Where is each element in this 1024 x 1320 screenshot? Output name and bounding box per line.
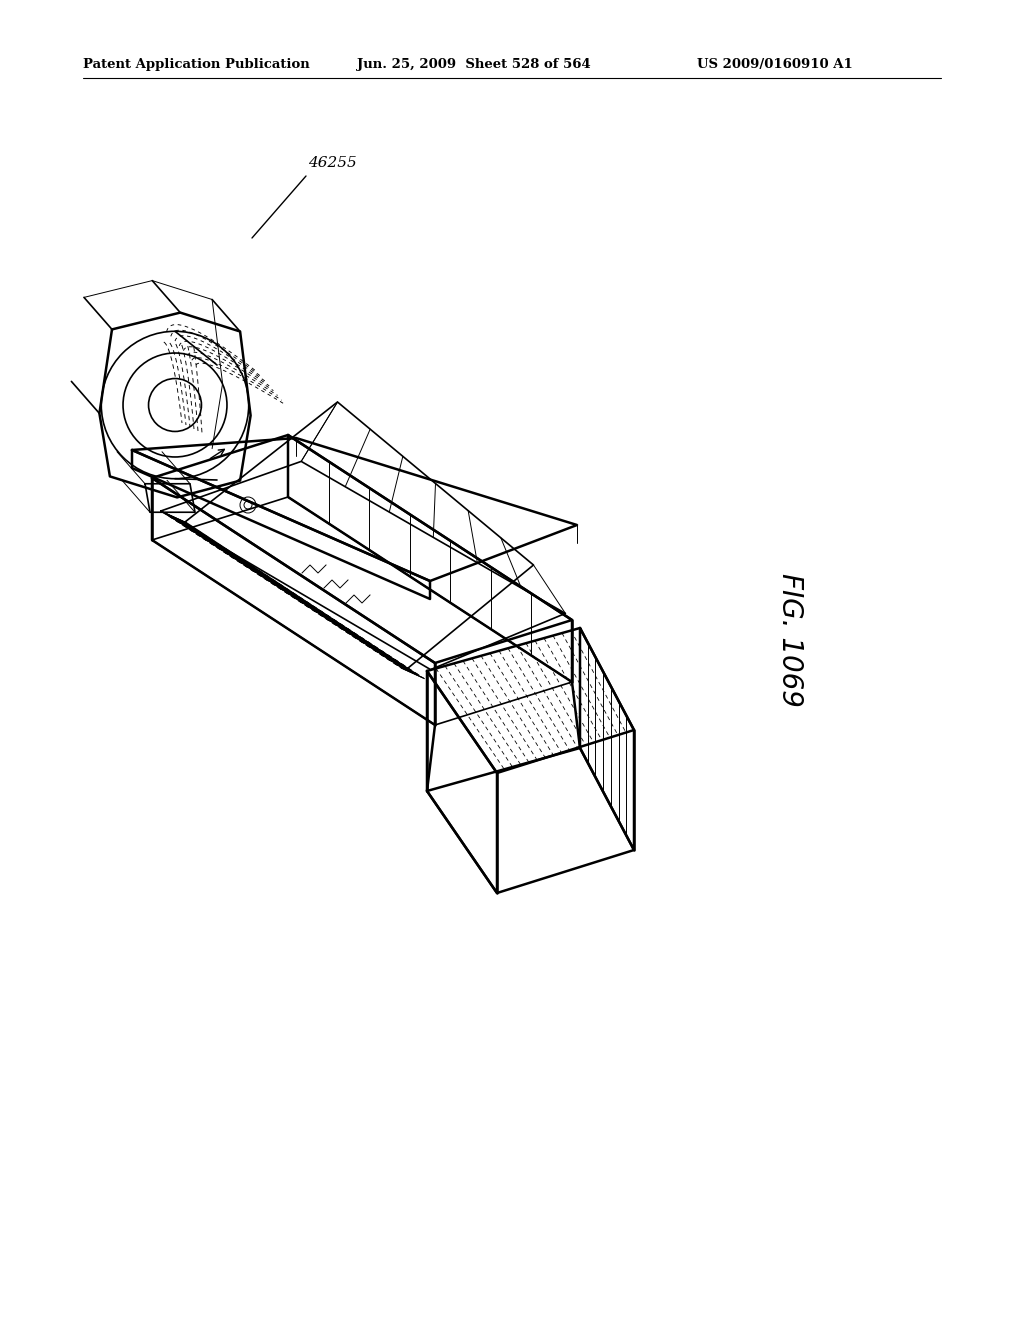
Text: FIG. 1069: FIG. 1069 <box>776 573 804 708</box>
Text: Jun. 25, 2009  Sheet 528 of 564: Jun. 25, 2009 Sheet 528 of 564 <box>357 58 591 71</box>
Text: Patent Application Publication: Patent Application Publication <box>83 58 309 71</box>
Text: 46255: 46255 <box>308 156 356 170</box>
Text: US 2009/0160910 A1: US 2009/0160910 A1 <box>697 58 853 71</box>
